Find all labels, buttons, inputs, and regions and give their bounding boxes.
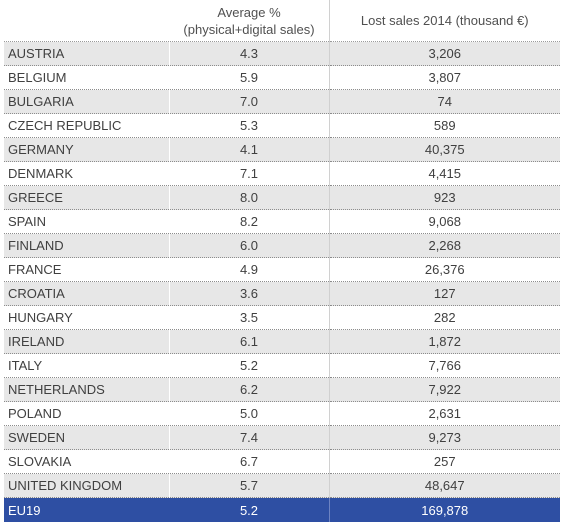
lost-sales-cell: 2,268 (329, 233, 560, 258)
table-row: CZECH REPUBLIC 5.3 589 (4, 113, 560, 138)
country-cell: CROATIA (4, 281, 170, 306)
average-cell: 4.1 (169, 137, 330, 162)
table-row: BULGARIA 7.0 74 (4, 89, 560, 114)
lost-sales-cell: 7,922 (329, 377, 560, 402)
country-cell: CZECH REPUBLIC (4, 113, 170, 138)
header-average-percent: Average % (physical+digital sales) (169, 0, 330, 42)
lost-sales-cell: 1,872 (329, 329, 560, 354)
country-cell: UNITED KINGDOM (4, 473, 170, 498)
average-cell: 4.3 (169, 41, 330, 66)
average-cell: 5.2 (169, 353, 330, 378)
average-cell: 5.0 (169, 401, 330, 426)
lost-sales-cell: 589 (329, 113, 560, 138)
lost-sales-cell: 26,376 (329, 257, 560, 282)
average-cell: 6.2 (169, 377, 330, 402)
average-cell: 3.5 (169, 305, 330, 330)
table-row: HUNGARY 3.5 282 (4, 305, 560, 330)
average-cell: 7.0 (169, 89, 330, 114)
table-row: BELGIUM 5.9 3,807 (4, 65, 560, 90)
header-row: Average % (physical+digital sales) Lost … (4, 0, 560, 42)
table-row: GREECE 8.0 923 (4, 185, 560, 210)
lost-sales-cell: 9,068 (329, 209, 560, 234)
lost-sales-cell: 74 (329, 89, 560, 114)
table-row: FRANCE 4.9 26,376 (4, 257, 560, 282)
header-country (4, 0, 170, 42)
lost-sales-cell: 923 (329, 185, 560, 210)
country-cell: SLOVAKIA (4, 449, 170, 474)
lost-sales-cell: 3,206 (329, 41, 560, 66)
table-row: SLOVAKIA 6.7 257 (4, 449, 560, 474)
table-header: Average % (physical+digital sales) Lost … (4, 0, 560, 42)
average-cell: 4.9 (169, 257, 330, 282)
country-cell: IRELAND (4, 329, 170, 354)
country-cell: DENMARK (4, 161, 170, 186)
country-cell: FRANCE (4, 257, 170, 282)
table-row: UNITED KINGDOM 5.7 48,647 (4, 473, 560, 498)
average-cell: 8.2 (169, 209, 330, 234)
lost-sales-cell: 48,647 (329, 473, 560, 498)
total-lost-sales: 169,878 (329, 497, 560, 522)
table-row: ITALY 5.2 7,766 (4, 353, 560, 378)
country-cell: HUNGARY (4, 305, 170, 330)
table-body: AUSTRIA 4.3 3,206 BELGIUM 5.9 3,807 BULGARIA 7.… (4, 41, 560, 498)
lost-sales-cell: 9,273 (329, 425, 560, 450)
lost-sales-cell: 257 (329, 449, 560, 474)
average-cell: 5.9 (169, 65, 330, 90)
table-row: DENMARK 7.1 4,415 (4, 161, 560, 186)
header-average-line2: (physical+digital sales) (183, 21, 315, 37)
table-row: AUSTRIA 4.3 3,206 (4, 41, 560, 66)
total-row: EU19 5.2 169,878 (4, 497, 560, 522)
average-cell: 7.4 (169, 425, 330, 450)
country-cell: BELGIUM (4, 65, 170, 90)
average-cell: 5.7 (169, 473, 330, 498)
table-row: IRELAND 6.1 1,872 (4, 329, 560, 354)
total-country: EU19 (4, 497, 170, 522)
table-row: SWEDEN 7.4 9,273 (4, 425, 560, 450)
lost-sales-cell: 127 (329, 281, 560, 306)
average-cell: 3.6 (169, 281, 330, 306)
country-cell: FINLAND (4, 233, 170, 258)
country-cell: ITALY (4, 353, 170, 378)
lost-sales-table: Average % (physical+digital sales) Lost … (4, 0, 560, 522)
table-row: SPAIN 8.2 9,068 (4, 209, 560, 234)
lost-sales-cell: 4,415 (329, 161, 560, 186)
country-cell: GERMANY (4, 137, 170, 162)
country-cell: AUSTRIA (4, 41, 170, 66)
country-cell: SPAIN (4, 209, 170, 234)
average-cell: 6.1 (169, 329, 330, 354)
table-row: NETHERLANDS 6.2 7,922 (4, 377, 560, 402)
country-cell: GREECE (4, 185, 170, 210)
lost-sales-cell: 2,631 (329, 401, 560, 426)
header-lost-sales: Lost sales 2014 (thousand €) (329, 0, 560, 42)
average-cell: 6.7 (169, 449, 330, 474)
lost-sales-cell: 282 (329, 305, 560, 330)
table-row: GERMANY 4.1 40,375 (4, 137, 560, 162)
header-average-line1: Average % (217, 4, 281, 20)
table-footer: EU19 5.2 169,878 (4, 497, 560, 522)
lost-sales-table-container: Average % (physical+digital sales) Lost … (4, 0, 560, 522)
lost-sales-cell: 3,807 (329, 65, 560, 90)
average-cell: 8.0 (169, 185, 330, 210)
country-cell: POLAND (4, 401, 170, 426)
total-average: 5.2 (169, 497, 330, 522)
table-row: CROATIA 3.6 127 (4, 281, 560, 306)
country-cell: NETHERLANDS (4, 377, 170, 402)
country-cell: SWEDEN (4, 425, 170, 450)
lost-sales-cell: 7,766 (329, 353, 560, 378)
average-cell: 7.1 (169, 161, 330, 186)
table-row: FINLAND 6.0 2,268 (4, 233, 560, 258)
average-cell: 6.0 (169, 233, 330, 258)
table-row: POLAND 5.0 2,631 (4, 401, 560, 426)
average-cell: 5.3 (169, 113, 330, 138)
lost-sales-cell: 40,375 (329, 137, 560, 162)
country-cell: BULGARIA (4, 89, 170, 114)
